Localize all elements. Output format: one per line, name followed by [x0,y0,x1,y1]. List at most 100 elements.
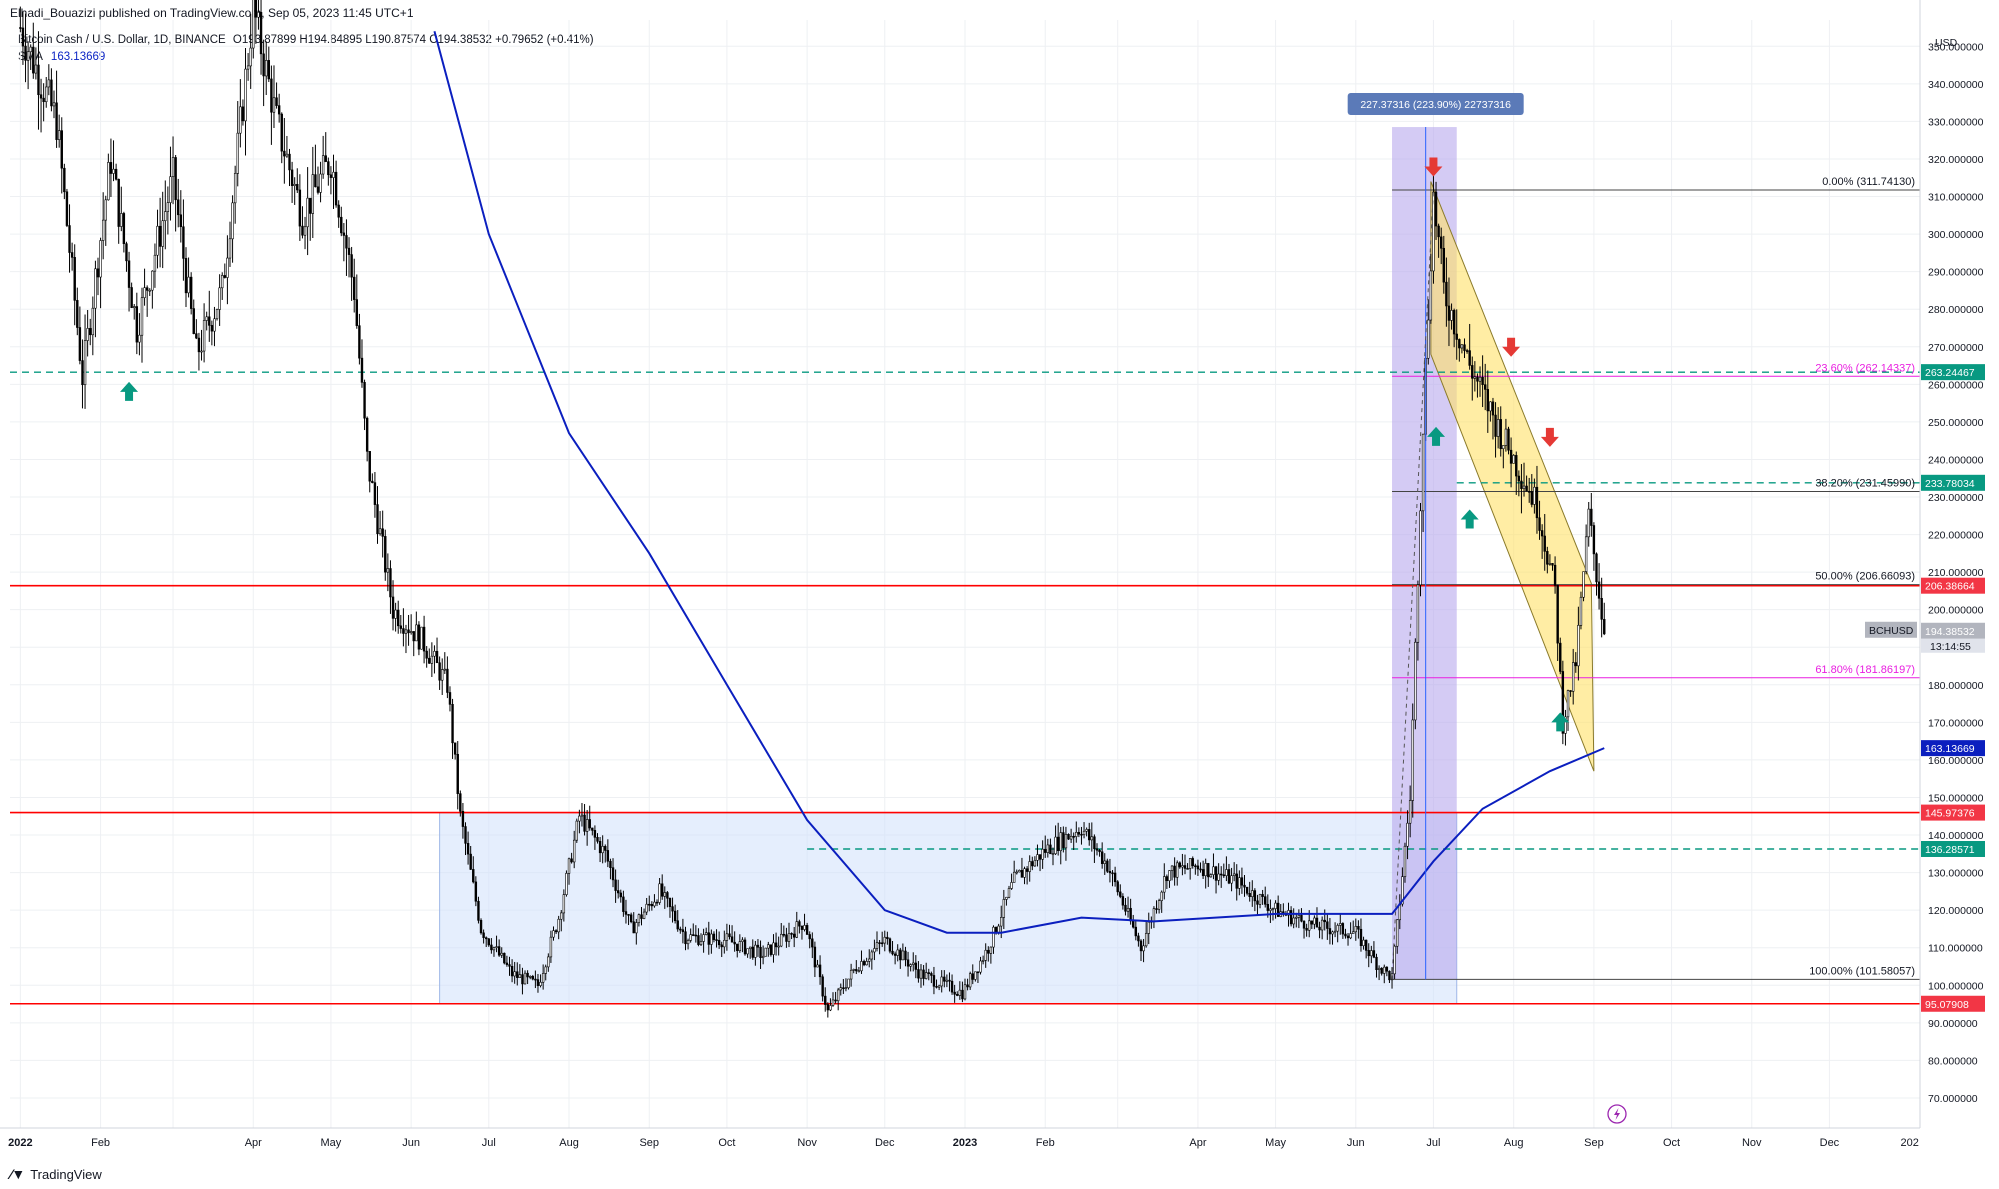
candle-body [189,276,193,309]
candle-body [717,940,721,946]
candle-body [948,979,951,982]
candle-body [792,933,796,938]
candle-body [50,79,53,107]
candle-body [1515,455,1518,477]
time-tick-label: Sep [639,1137,659,1149]
candle-body [197,337,201,353]
candle-body [862,961,866,966]
time-tick-label: Nov [1742,1137,1762,1149]
candle-body [1258,894,1262,905]
candle-body [560,912,563,920]
candle-body [86,328,89,341]
candle-body [233,173,237,204]
candle-body [989,946,993,954]
candle-body [1352,931,1355,934]
candle-body [114,168,118,180]
candle-body [420,626,423,650]
price-tick-label: 310.000000 [1928,192,1984,204]
candle-body [1038,854,1042,860]
price-axis: 70.000000 80.000000 90.000000 100.000000 110… [1865,0,1985,1128]
candle-body [1473,376,1477,379]
candle-body [1375,956,1378,970]
candle-body [1126,907,1130,912]
candle-body [1564,716,1567,734]
candle-body [1072,835,1075,838]
lightning-icon[interactable] [1607,1104,1627,1124]
time-tick-label: Dec [1820,1137,1840,1149]
candle-body [855,969,858,972]
candle-body [728,933,731,938]
tradingview-logo-text: TradingView [30,1166,102,1182]
candle-body [1323,919,1326,923]
candle-body [83,340,87,386]
candle-body [394,609,397,619]
candle-body [679,928,682,931]
candle-body [1579,596,1583,626]
price-tick-label: 200.000000 [1928,605,1984,617]
candle-body [1209,874,1213,878]
symbol-tag-label: BCHUSD [1869,625,1914,637]
fib-trend-line [1391,190,1434,980]
candle-body [847,978,850,989]
candle-body [1559,642,1562,672]
candle-body [767,944,770,949]
candle-body [712,933,716,940]
candle-body [588,819,591,829]
candle-body [997,925,1000,933]
time-tick-label: Aug [559,1137,579,1149]
price-tick-label: 340.000000 [1928,79,1984,91]
price-tick-label: 120.000000 [1928,905,1984,917]
candle-body [1582,571,1585,598]
candle-body [922,969,925,979]
candle-body [629,914,633,923]
price-tick-label: 110.000000 [1928,943,1983,955]
candle-body [1075,832,1078,837]
candle-body [1463,344,1466,351]
candle-body [288,153,291,171]
candle-body [451,704,454,744]
candle-body [1186,868,1189,870]
candle-body [857,970,861,973]
candle-body [1276,902,1280,917]
candle-body [104,199,107,221]
candle-body [1333,930,1337,933]
candle-body [363,382,366,419]
time-tick-label: Apr [245,1137,262,1149]
candle-body [541,973,545,983]
time-tick-label: 2022 [8,1137,32,1149]
candle-body [1240,877,1244,886]
candle-body [47,79,51,88]
candle-body [1520,480,1523,489]
candle-body [919,969,923,979]
currency-label[interactable]: USD [1935,37,1958,49]
chart-overlays: 227.37316 (223.90%) 22737316 [120,93,1570,980]
candle-body [616,890,620,894]
candle-body [1302,920,1306,929]
candle-body [1005,896,1008,900]
candle-body [800,925,804,930]
candle-body [754,944,757,958]
candle-body [355,299,359,326]
chart-zones [439,127,1595,1005]
candle-body [1243,884,1246,888]
candle-body [1222,874,1226,877]
candle-body [671,906,674,912]
candle-body [1380,967,1383,974]
candle-body [1328,928,1332,935]
candle-body [1370,950,1373,957]
candle-body [37,64,40,96]
price-tick-label: 160.000000 [1928,755,1984,767]
countdown-tag [1921,638,1985,653]
candle-body [573,839,576,863]
candle-body [487,938,490,946]
candle-body [508,964,511,967]
symbol-legend: Bitcoin Cash / U.S. Dollar, 1D, BINANCE … [18,34,598,46]
tradingview-logo[interactable]: ⁄▼ TradingView [10,1166,102,1182]
candle-body [244,68,247,122]
candle-body [992,926,995,948]
candle-body [681,929,685,933]
arrow-down-icon [1540,427,1559,447]
candle-body [1504,428,1508,446]
candle-body [277,105,281,115]
